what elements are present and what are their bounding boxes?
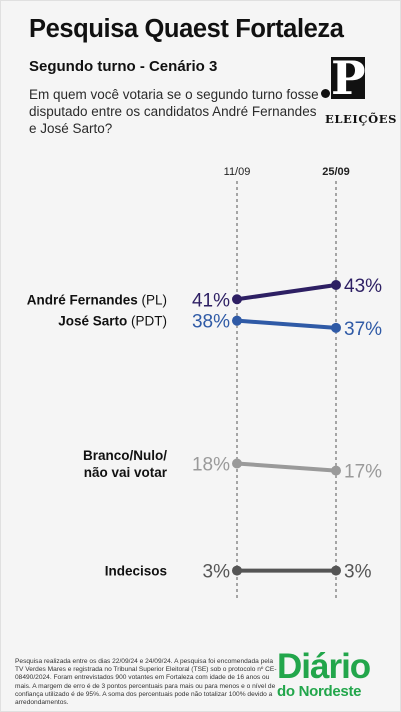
series-point [331, 322, 341, 333]
data-label: 37% [344, 319, 382, 340]
chart-title: Pesquisa Quaest Fortaleza [29, 15, 344, 43]
eleicoes-logo: P [331, 57, 365, 99]
survey-question: Em quem você votaria se o segundo turno … [29, 87, 319, 136]
brand-tagline: do Nordeste [277, 683, 362, 700]
x-tick-label: 11/09 [224, 166, 251, 178]
logo-dot [321, 89, 330, 98]
series-label: José Sarto (PDT) [58, 314, 167, 329]
eleicoes-label: ELEIÇÕES [325, 112, 398, 126]
series-point [232, 315, 242, 326]
data-label: 38% [192, 312, 230, 333]
brand-name: Diário [277, 647, 371, 686]
series-line [235, 318, 338, 330]
data-label: 43% [344, 276, 382, 297]
chart-subtitle: Segundo turno - Cenário 3 [29, 58, 218, 75]
series-line [235, 461, 338, 473]
series-point [232, 294, 242, 305]
series-label: André Fernandes (PL) [27, 292, 167, 307]
series-point [232, 565, 242, 576]
series-label: não vai votar [84, 465, 168, 480]
data-label: 18% [192, 454, 230, 475]
series-point [331, 279, 341, 290]
data-label: 41% [192, 290, 230, 311]
series-point [232, 458, 242, 469]
data-label: 3% [344, 562, 372, 583]
x-tick-label: 25/09 [322, 166, 350, 178]
data-label: 3% [203, 562, 231, 583]
series-label: Indecisos [105, 564, 167, 579]
data-label: 17% [344, 462, 382, 483]
series-point [331, 565, 341, 576]
series-line [235, 282, 338, 302]
methodology-footnote: Pesquisa realizada entre os dias 22/09/2… [15, 658, 277, 707]
series-label: Branco/Nulo/ [83, 448, 167, 463]
series-point [331, 465, 341, 476]
